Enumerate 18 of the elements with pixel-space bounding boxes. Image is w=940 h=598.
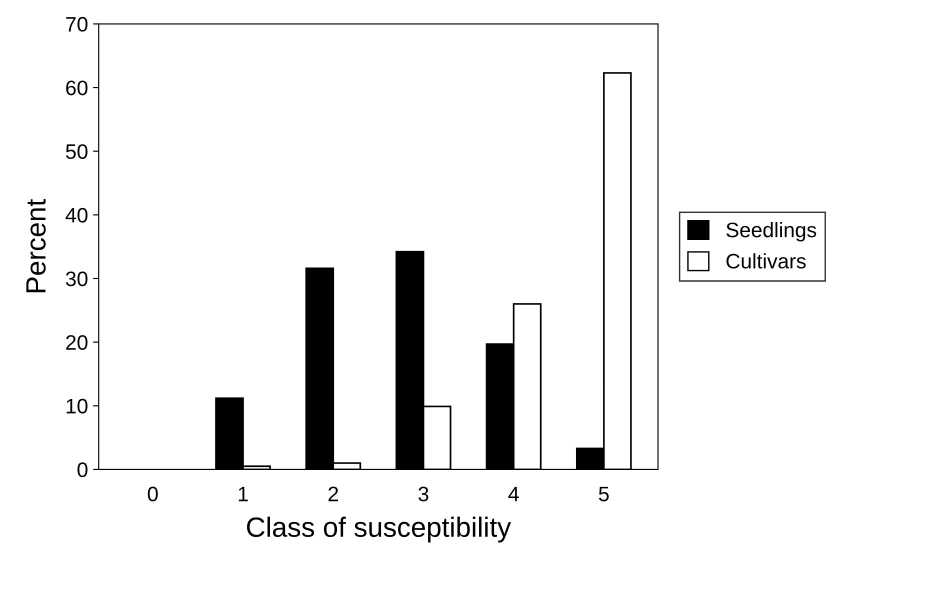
y-tick-label: 50 bbox=[66, 144, 88, 159]
legend-label: Cultivars bbox=[726, 253, 806, 269]
y-tick-label: 60 bbox=[66, 80, 88, 96]
x-tick-label: 1 bbox=[238, 486, 248, 502]
y-tick-label: 10 bbox=[66, 398, 88, 414]
x-tick-label: 0 bbox=[148, 486, 158, 502]
x-tick-label: 2 bbox=[328, 486, 338, 502]
x-axis-title: Class of susceptibility bbox=[247, 516, 512, 543]
x-tick-label: 3 bbox=[418, 486, 428, 502]
x-tick-label: 4 bbox=[508, 486, 519, 502]
legend-label: Seedlings bbox=[726, 222, 816, 242]
y-tick-label: 40 bbox=[66, 208, 88, 223]
y-tick-label: 70 bbox=[66, 16, 88, 32]
y-tick-label: 20 bbox=[66, 335, 88, 350]
x-tick-label: 5 bbox=[598, 486, 609, 502]
y-tick-label: 0 bbox=[78, 462, 88, 478]
y-axis-title: Percent bbox=[26, 199, 46, 292]
y-tick-label: 30 bbox=[66, 272, 88, 286]
